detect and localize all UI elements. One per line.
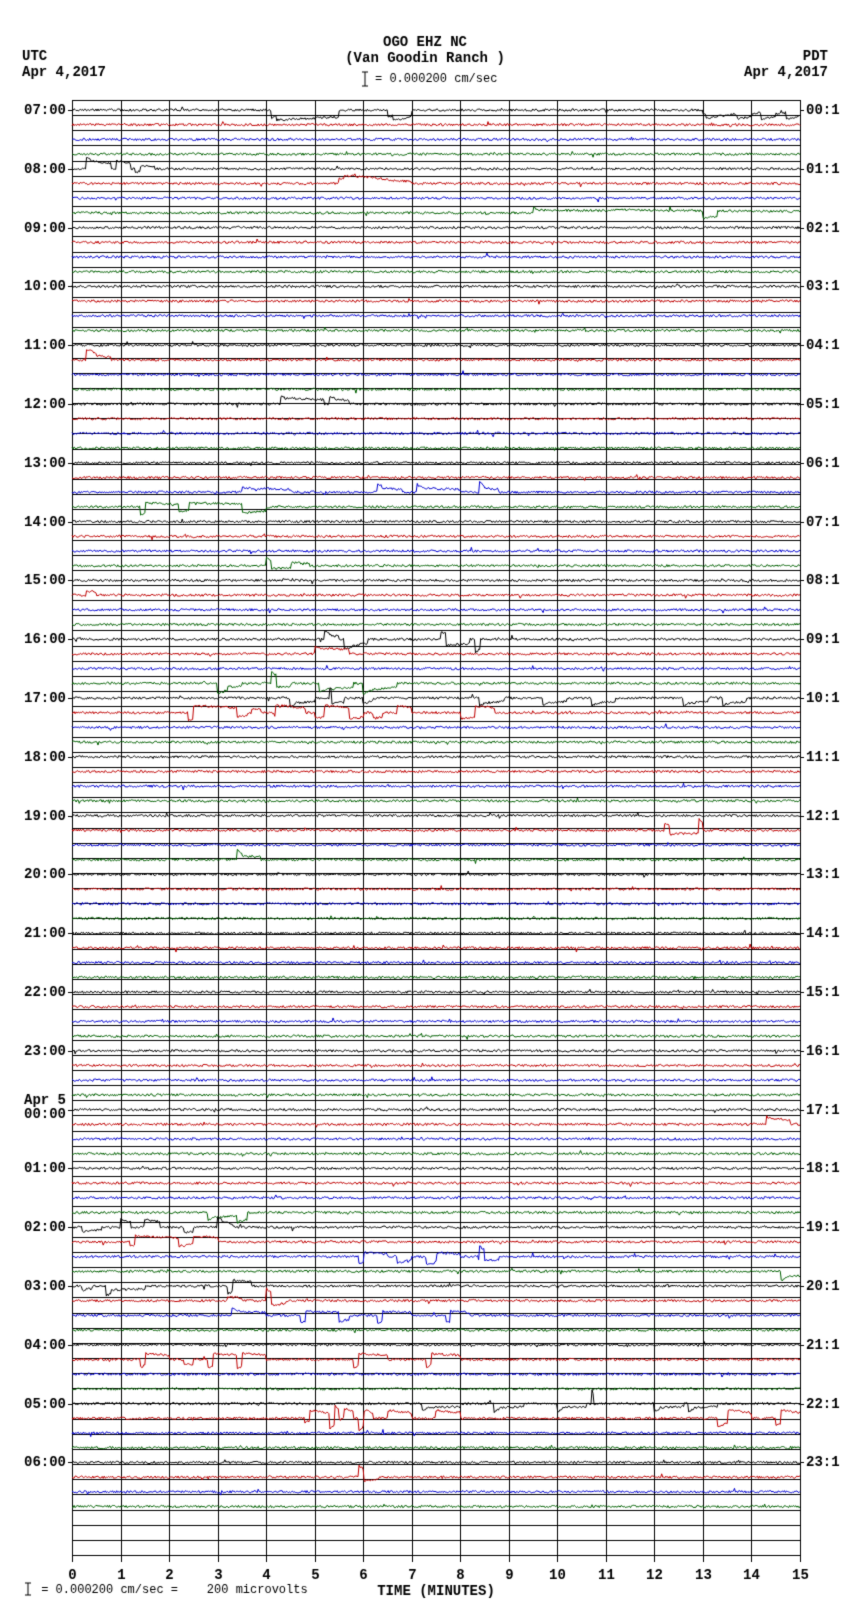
seismogram-plot	[10, 10, 840, 1603]
seismogram-canvas	[10, 10, 840, 1603]
